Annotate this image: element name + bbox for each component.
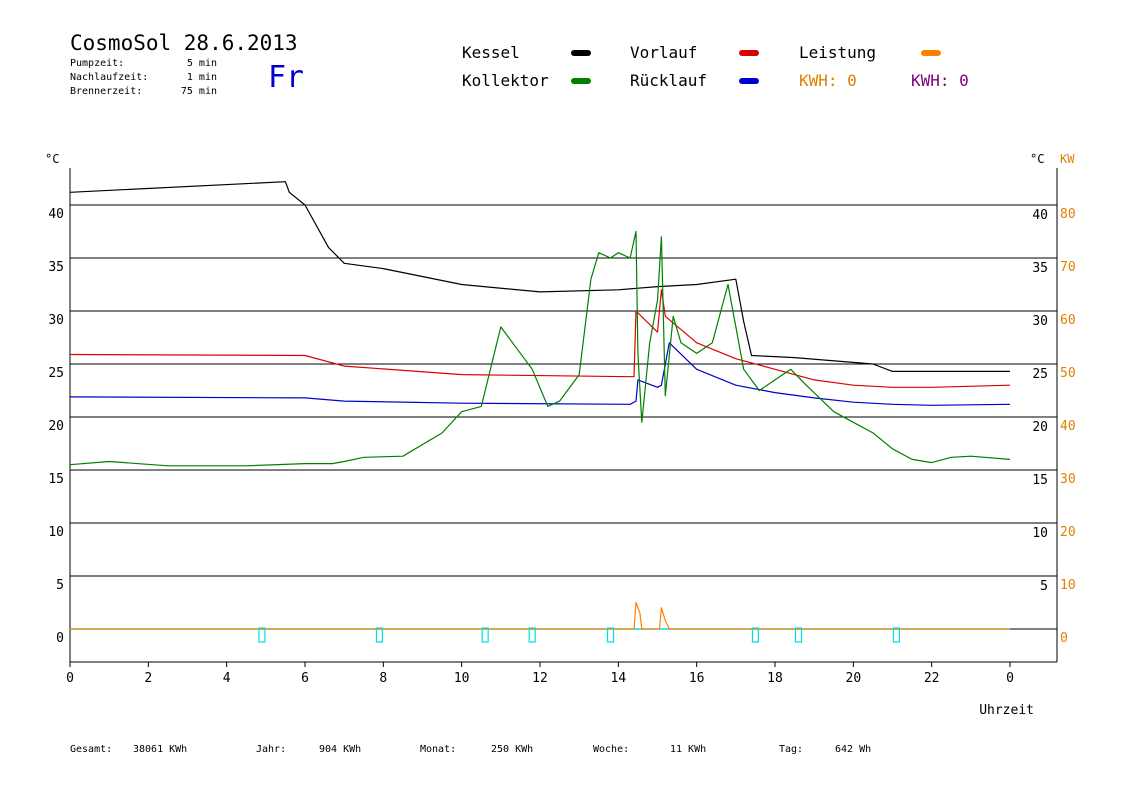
- legend-ruecklauf-swatch: [739, 78, 759, 84]
- x-tick-label: 12: [532, 671, 548, 686]
- y-tick-left: 30: [48, 313, 64, 328]
- y-tick-left: 10: [48, 525, 64, 540]
- x-tick-label: 18: [767, 671, 783, 686]
- y-tick-right-temp: 10: [1032, 526, 1048, 541]
- y-tick-right-temp: 5: [1040, 579, 1048, 594]
- week-label: Woche:: [593, 744, 630, 755]
- pump-marker: [375, 627, 384, 643]
- x-tick-label: 2: [144, 671, 152, 686]
- burner-time-label: Brennerzeit:: [70, 86, 143, 97]
- year-label: Jahr:: [256, 744, 287, 755]
- y-tick-right-temp: 25: [1032, 367, 1048, 382]
- chart-title: CosmoSol 28.6.2013: [70, 31, 298, 55]
- year-value: 904 KWh: [319, 744, 362, 755]
- y-tick-right-temp: 40: [1032, 208, 1048, 223]
- overrun-time-value: 1 min: [186, 72, 217, 83]
- y-tick-right-temp: 15: [1032, 473, 1048, 488]
- pump-marker: [258, 627, 266, 643]
- x-axis-title: Uhrzeit: [979, 703, 1034, 718]
- y-tick-right-power: 20: [1060, 525, 1076, 540]
- y-tick-right-power: 60: [1060, 313, 1076, 328]
- x-tick-label: 16: [689, 671, 705, 686]
- y-tick-right-power: 70: [1060, 260, 1076, 275]
- total-value: 38061 KWh: [133, 744, 188, 755]
- y-tick-left: 5: [56, 578, 64, 593]
- legend-vorlauf-swatch: [739, 50, 759, 56]
- pump-marker: [606, 627, 615, 643]
- pump-marker: [892, 627, 901, 643]
- y-tick-left: 15: [48, 472, 64, 487]
- series-line-leistung: [70, 601, 1010, 630]
- x-tick-label: 6: [301, 671, 309, 686]
- y-tick-right-power: 10: [1060, 578, 1076, 593]
- x-tick-label: 20: [846, 671, 862, 686]
- pump-marker: [751, 627, 760, 643]
- weekday-label: Fr: [268, 60, 305, 95]
- legend-kwh-power: KWH: 0: [799, 71, 857, 90]
- overrun-time-label: Nachlaufzeit:: [70, 72, 149, 83]
- pump-marker: [481, 627, 489, 643]
- x-tick-label: 0: [1006, 671, 1014, 686]
- month-label: Monat:: [420, 744, 457, 755]
- total-label: Gesamt:: [70, 744, 113, 755]
- week-value: 11 KWh: [670, 744, 707, 755]
- y-axis-unit-power: KW: [1060, 152, 1075, 166]
- month-value: 250 KWh: [491, 744, 534, 755]
- y-tick-right-temp: 35: [1032, 261, 1048, 276]
- x-tick-label: 14: [611, 671, 627, 686]
- day-value: 642 Wh: [835, 744, 872, 755]
- series-line-kessel: [69, 181, 1010, 372]
- legend-kessel: Kessel: [462, 43, 520, 62]
- burner-time-value: 75 min: [180, 86, 217, 97]
- y-tick-left: 0: [56, 631, 64, 646]
- x-tick-label: 0: [66, 671, 74, 686]
- y-tick-left: 40: [48, 207, 64, 222]
- y-tick-right-power: 0: [1060, 631, 1068, 646]
- legend-kollektor-swatch: [571, 78, 591, 84]
- pump-marker: [528, 627, 536, 643]
- y-tick-right-power: 40: [1060, 419, 1076, 434]
- y-tick-left: 20: [48, 419, 64, 434]
- pump-marker: [794, 627, 803, 643]
- x-tick-label: 8: [379, 671, 387, 686]
- y-axis-unit-left: °C: [45, 152, 59, 166]
- series-line-vorlauf: [69, 289, 1011, 388]
- legend-kollektor: Kollektor: [462, 71, 549, 90]
- y-tick-right-power: 80: [1060, 207, 1076, 222]
- pump-time-value: 5 min: [186, 58, 217, 69]
- y-axis-unit-right: °C: [1030, 152, 1044, 166]
- y-tick-left: 35: [48, 260, 64, 275]
- legend-vorlauf: Vorlauf: [630, 43, 698, 62]
- y-tick-right-temp: 30: [1032, 314, 1048, 329]
- legend-kwh-second: KWH: 0: [911, 71, 969, 90]
- pump-time-label: Pumpzeit:: [70, 58, 125, 69]
- series-line-kollektor: [69, 230, 1011, 467]
- legend-leistung-swatch: [921, 50, 941, 56]
- y-tick-left: 25: [48, 366, 64, 381]
- y-tick-right-power: 50: [1060, 366, 1076, 381]
- legend-leistung: Leistung: [799, 43, 877, 62]
- legend-kessel-swatch: [571, 50, 591, 56]
- x-tick-label: 22: [924, 671, 940, 686]
- series-line-ruecklauf: [69, 342, 1011, 406]
- y-tick-right-power: 30: [1060, 472, 1076, 487]
- x-tick-label: 10: [454, 671, 470, 686]
- y-tick-right-temp: 20: [1032, 420, 1048, 435]
- x-tick-label: 4: [223, 671, 231, 686]
- day-label: Tag:: [779, 744, 804, 755]
- legend-ruecklauf: Rücklauf: [630, 71, 708, 90]
